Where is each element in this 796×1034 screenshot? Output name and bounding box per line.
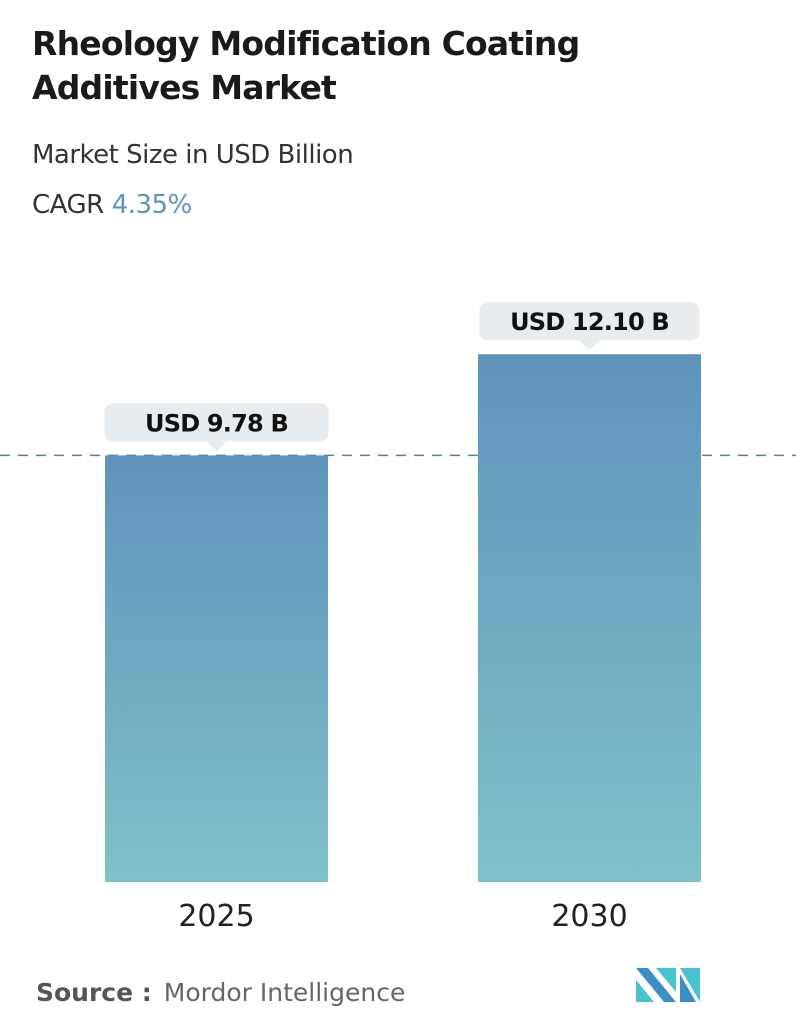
data-label: USD 9.78 B bbox=[145, 409, 288, 437]
chart-subtitle: Market Size in USD Billion bbox=[32, 140, 354, 170]
bar-2025 bbox=[105, 455, 328, 882]
data-label-pointer bbox=[206, 441, 227, 452]
cagr: CAGR 4.35% bbox=[32, 190, 192, 220]
source-label: Source : bbox=[36, 978, 152, 1007]
data-label: USD 12.10 B bbox=[510, 308, 669, 336]
cagr-label: CAGR bbox=[32, 190, 104, 220]
x-tick-label: 2030 bbox=[551, 899, 627, 934]
data-label-pointer bbox=[579, 340, 600, 351]
mordor-intelligence-logo-icon bbox=[636, 968, 700, 1002]
source-value: Mordor Intelligence bbox=[163, 978, 406, 1007]
cagr-value: 4.35% bbox=[111, 190, 193, 220]
x-tick-label: 2025 bbox=[178, 899, 254, 934]
data-label-box bbox=[104, 403, 329, 442]
data-label-box bbox=[479, 302, 700, 341]
chart-title: Rheology Modification Coating Additives … bbox=[32, 24, 580, 107]
bar-2030 bbox=[478, 354, 701, 882]
source: Source : Mordor Intelligence bbox=[36, 978, 405, 1007]
